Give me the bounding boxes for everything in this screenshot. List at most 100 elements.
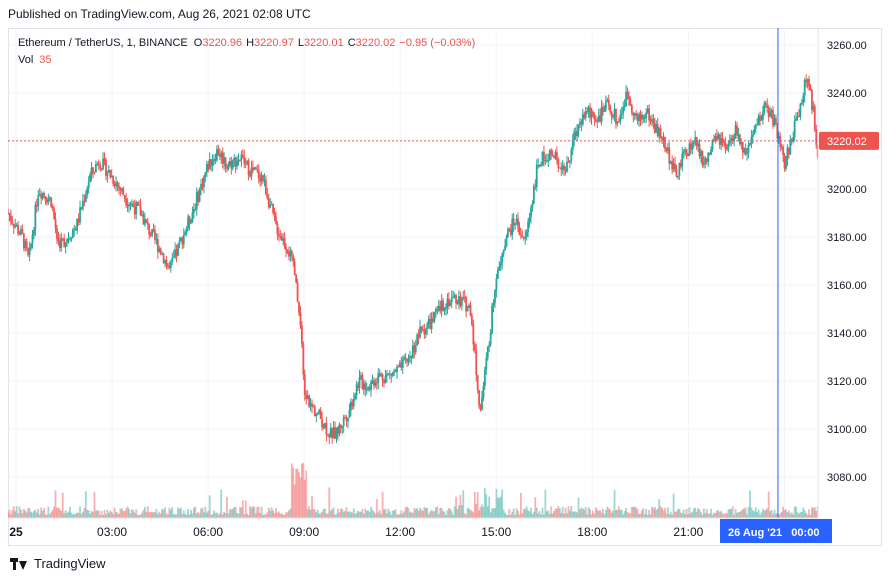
volume-bar	[508, 508, 511, 518]
volume-bar	[777, 514, 780, 518]
candle-body	[187, 216, 189, 229]
candle-body	[406, 359, 408, 362]
volume-bar	[100, 511, 103, 518]
candle-body	[377, 373, 380, 383]
candle-body	[279, 235, 282, 237]
symbol-title[interactable]: Ethereum / TetherUS, 1, BINANCE	[18, 37, 188, 49]
candle-body	[472, 324, 475, 345]
candle-body	[798, 116, 800, 118]
volume-bar	[808, 509, 810, 518]
volume-bar	[43, 507, 45, 518]
volume-bar	[701, 514, 704, 518]
footer-brand: TradingView	[34, 556, 106, 571]
volume-bar	[407, 508, 410, 518]
volume-bar	[234, 507, 237, 518]
volume-bar	[695, 511, 698, 518]
candle-body	[787, 147, 790, 155]
candle-body	[485, 357, 488, 370]
candle-body	[139, 205, 142, 216]
volume-bar	[656, 508, 659, 518]
price-tick-label: 3100.00	[827, 424, 867, 436]
candle-body	[228, 161, 231, 166]
volume-bar	[479, 507, 482, 518]
candle-body	[96, 163, 99, 165]
volume-bar	[256, 507, 259, 518]
volume-bar	[86, 509, 89, 518]
price-tick-label: 3160.00	[827, 280, 867, 292]
volume-bar	[589, 509, 591, 518]
volume-bar	[53, 506, 56, 518]
candle-body	[793, 120, 796, 138]
volume-bar	[606, 506, 609, 518]
candle-body	[592, 111, 594, 115]
candle-body	[697, 143, 700, 146]
volume-bar	[664, 507, 666, 518]
volume-bar	[227, 513, 230, 518]
candle-body	[764, 102, 767, 106]
volume-bar	[397, 514, 400, 518]
candle-body	[560, 167, 563, 170]
volume-bar	[746, 514, 748, 518]
volume-bar	[70, 512, 73, 518]
volume-bar	[721, 513, 724, 518]
volume-bar	[459, 495, 462, 518]
volume-bar	[617, 506, 620, 518]
candle-body	[220, 152, 223, 157]
volume-bar	[12, 506, 15, 518]
volume-bar	[684, 514, 687, 518]
candle-body	[167, 264, 169, 267]
volume-bar	[603, 513, 606, 518]
candle-body	[367, 387, 370, 390]
volume-bar	[711, 514, 714, 518]
candle-body	[40, 194, 43, 199]
candle-body	[586, 111, 589, 113]
volume-bar	[400, 510, 403, 518]
volume-bar	[191, 513, 194, 518]
price-tick-label: 3240.00	[827, 88, 867, 100]
volume-bar	[249, 506, 251, 518]
volume-bar	[275, 508, 277, 518]
volume-bar	[737, 512, 740, 518]
volume-bar	[586, 514, 589, 518]
candle-body	[607, 99, 610, 105]
volume-bar	[753, 511, 756, 518]
volume-bar	[252, 506, 254, 518]
volume-bar	[171, 507, 174, 518]
candle-body	[94, 164, 97, 173]
volume-bar	[37, 509, 40, 518]
candle-body	[577, 124, 580, 131]
candle-body	[597, 115, 600, 122]
volume-bar	[132, 510, 135, 518]
volume-bar	[659, 506, 662, 518]
volume-bar	[89, 513, 92, 518]
candle-body	[246, 160, 249, 164]
volume-bar	[289, 508, 292, 518]
volume-bar	[782, 506, 785, 518]
candle-body	[328, 435, 331, 438]
candle-body	[148, 224, 151, 235]
candle-body	[171, 258, 174, 263]
volume-bar	[246, 513, 249, 518]
candle-body	[538, 164, 541, 167]
volume-bar	[422, 510, 424, 518]
price-chart[interactable]: 3260.003240.003220.003200.003180.003160.…	[8, 28, 882, 546]
candle-body	[71, 230, 74, 239]
candle-body	[120, 188, 123, 191]
volume-bar	[707, 513, 710, 518]
change-value: −0.95 (−0.03%)	[399, 37, 476, 49]
volume-bar	[469, 509, 472, 518]
candle-body	[312, 406, 315, 408]
candle-body	[615, 109, 617, 124]
volume-bar	[744, 507, 747, 518]
volume-bar	[374, 513, 377, 518]
candle-body	[270, 204, 273, 206]
candle-body	[263, 179, 266, 181]
volume-bar	[120, 508, 123, 518]
candle-body	[84, 194, 87, 202]
candle-body	[197, 192, 200, 202]
close-label: C	[347, 37, 356, 49]
tradingview-logo-icon	[10, 557, 30, 570]
candle-body	[521, 235, 524, 238]
volume-bar	[419, 507, 421, 518]
volume-bar	[185, 514, 188, 518]
